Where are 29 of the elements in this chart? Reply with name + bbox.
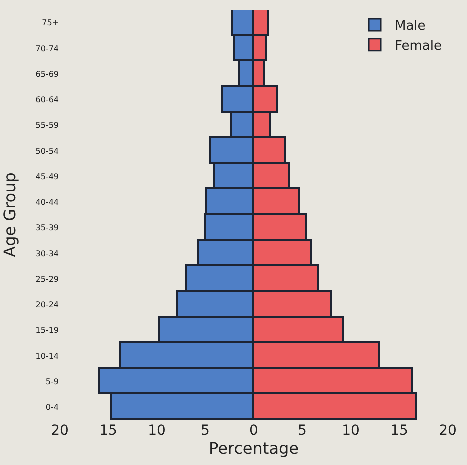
y-tick-label: 40-44: [36, 198, 59, 207]
y-tick-label: 30-34: [36, 249, 59, 258]
legend-label: Male: [395, 19, 426, 34]
y-tick-label: 20-24: [36, 300, 59, 310]
x-tick-label: 15: [100, 423, 118, 439]
y-tick-label: 10-14: [36, 352, 59, 361]
x-tick-label: 5: [201, 423, 210, 439]
x-tick-label: 15: [390, 423, 408, 439]
legend-label: Female: [395, 38, 442, 54]
y-tick-label: 5-9: [46, 377, 59, 386]
x-tick-label: 20: [439, 423, 457, 439]
x-tick-label: 5: [298, 423, 307, 439]
y-tick-label: 15-19: [36, 326, 59, 336]
y-tick-label: 60-64: [36, 95, 59, 104]
y-tick-label: 75+: [42, 18, 59, 28]
x-tick-label: 0: [250, 423, 258, 439]
y-tick-label: 50-54: [36, 146, 59, 156]
y-tick-label: 25-29: [36, 274, 59, 284]
y-tick-label: 45-49: [36, 172, 59, 182]
y-tick-label: 70-74: [36, 44, 59, 54]
x-tick-label: 10: [342, 423, 360, 439]
y-axis-title: Age Group: [0, 172, 20, 258]
y-tick-label: 35-39: [36, 224, 59, 233]
x-tick-label: 10: [148, 423, 166, 439]
y-tick-label: 55-59: [36, 121, 59, 130]
y-tick-label: 65-69: [36, 70, 59, 79]
x-axis-title: Percentage: [208, 439, 300, 458]
y-tick-label: 0-4: [46, 402, 59, 412]
x-tick-label: 20: [51, 423, 69, 439]
